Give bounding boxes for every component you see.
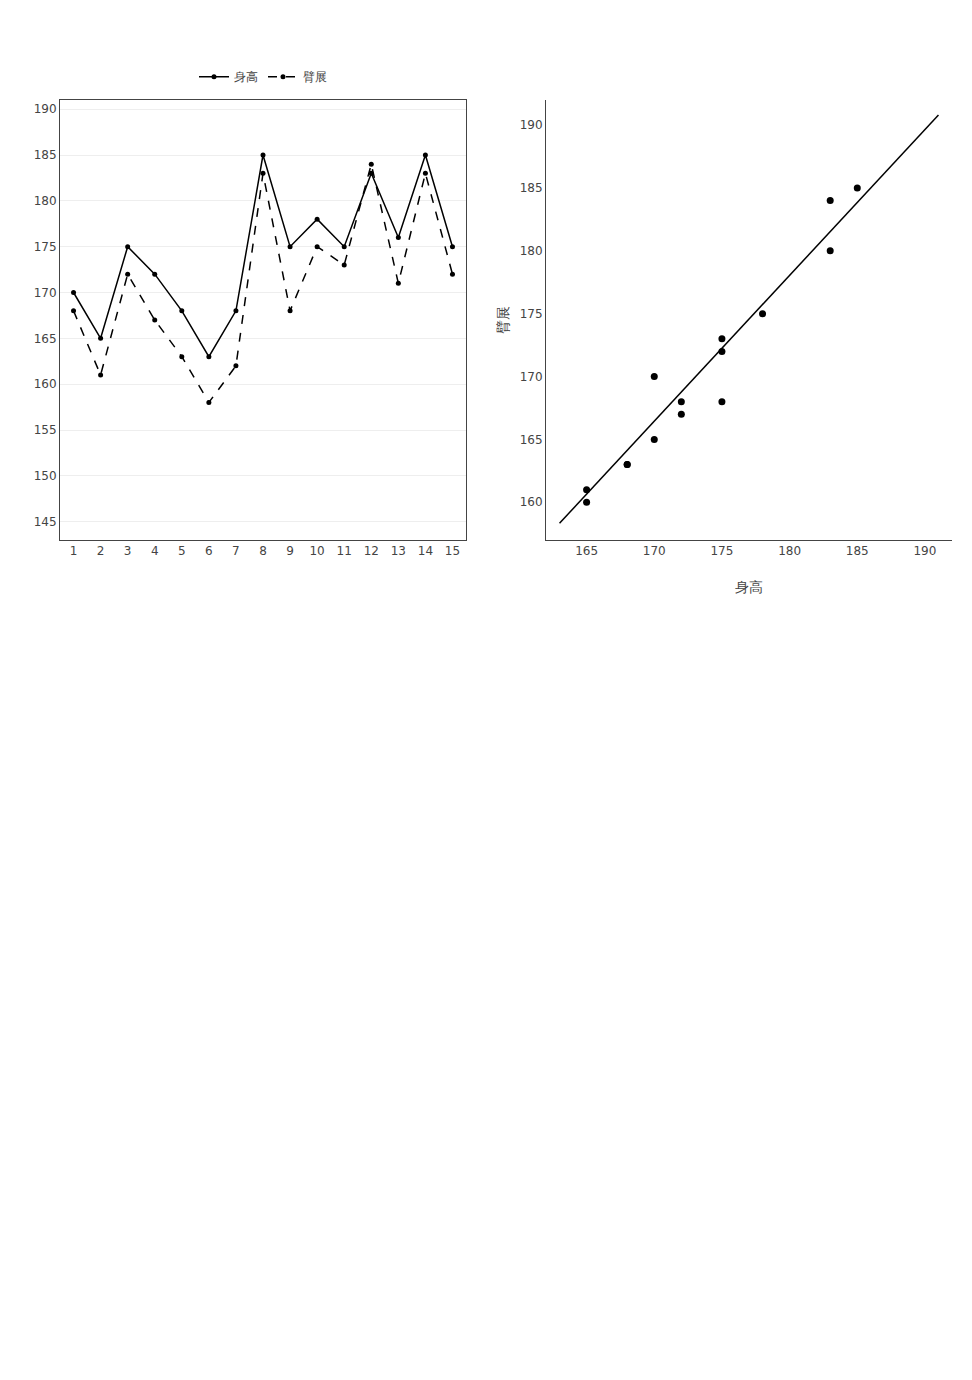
- svg-text:1: 1: [70, 544, 78, 558]
- svg-text:175: 175: [710, 544, 733, 558]
- svg-text:身高: 身高: [735, 579, 763, 595]
- svg-text:190: 190: [913, 544, 936, 558]
- svg-text:160: 160: [520, 495, 543, 509]
- svg-text:11: 11: [337, 544, 352, 558]
- svg-text:170: 170: [643, 544, 666, 558]
- svg-text:150: 150: [34, 469, 57, 483]
- svg-text:9: 9: [286, 544, 294, 558]
- svg-text:3: 3: [124, 544, 132, 558]
- svg-text:4: 4: [151, 544, 159, 558]
- svg-text:6: 6: [205, 544, 213, 558]
- svg-text:170: 170: [520, 370, 543, 384]
- svg-text:5: 5: [178, 544, 186, 558]
- svg-text:190: 190: [34, 102, 57, 116]
- svg-text:7: 7: [232, 544, 240, 558]
- svg-text:2: 2: [97, 544, 105, 558]
- svg-text:160: 160: [34, 377, 57, 391]
- svg-text:175: 175: [34, 240, 57, 254]
- svg-text:8: 8: [259, 544, 267, 558]
- svg-text:15: 15: [445, 544, 460, 558]
- svg-text:185: 185: [846, 544, 869, 558]
- svg-text:臂展: 臂展: [495, 306, 511, 334]
- svg-text:170: 170: [34, 286, 57, 300]
- svg-text:165: 165: [34, 332, 57, 346]
- svg-text:165: 165: [520, 433, 543, 447]
- svg-text:185: 185: [520, 181, 543, 195]
- svg-text:175: 175: [520, 307, 543, 321]
- svg-text:10: 10: [309, 544, 324, 558]
- svg-text:155: 155: [34, 423, 57, 437]
- svg-text:185: 185: [34, 148, 57, 162]
- svg-text:180: 180: [520, 244, 543, 258]
- svg-text:臂展: 臂展: [303, 70, 327, 84]
- svg-text:165: 165: [575, 544, 598, 558]
- svg-text:身高: 身高: [234, 70, 258, 84]
- svg-text:145: 145: [34, 515, 57, 529]
- svg-text:180: 180: [778, 544, 801, 558]
- svg-text:14: 14: [418, 544, 433, 558]
- svg-text:190: 190: [520, 118, 543, 132]
- svg-text:13: 13: [391, 544, 406, 558]
- svg-text:180: 180: [34, 194, 57, 208]
- svg-text:12: 12: [364, 544, 379, 558]
